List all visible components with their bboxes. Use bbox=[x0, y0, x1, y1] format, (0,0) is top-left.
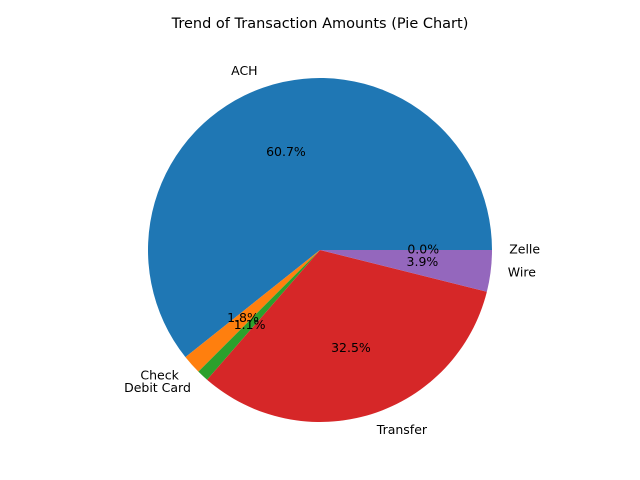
pie-pct-wire: 3.9% bbox=[407, 254, 439, 269]
pie-pct-zelle: 0.0% bbox=[407, 242, 439, 257]
pie-slice-transfer bbox=[207, 250, 487, 422]
pie-slice-ach bbox=[147, 78, 493, 358]
pie-pct-ach: 60.7% bbox=[266, 144, 306, 159]
pie-label-debit-card: Debit Card bbox=[124, 380, 191, 395]
pie-label-ach: ACH bbox=[231, 63, 257, 78]
pie-pct-check: 1.8% bbox=[227, 310, 259, 325]
pie-labels: ACH 60.7% Check 1.8% Debit Card 1.1% Transfer 3… bbox=[124, 63, 540, 437]
pie-slice-wire bbox=[320, 250, 492, 292]
pie-slice-debit-card bbox=[198, 250, 320, 380]
pie-pct-debit-card: 1.1% bbox=[234, 317, 266, 332]
pie-slices bbox=[147, 78, 493, 422]
pie-slice-check bbox=[185, 250, 320, 372]
pie-pct-transfer: 32.5% bbox=[331, 340, 371, 355]
pie-label-check: Check bbox=[140, 368, 179, 383]
pie-label-transfer: Transfer bbox=[376, 422, 428, 437]
chart-title: Trend of Transaction Amounts (Pie Chart) bbox=[171, 16, 469, 32]
pie-label-wire: Wire bbox=[508, 265, 536, 280]
pie-label-zelle: Zelle bbox=[509, 242, 540, 257]
